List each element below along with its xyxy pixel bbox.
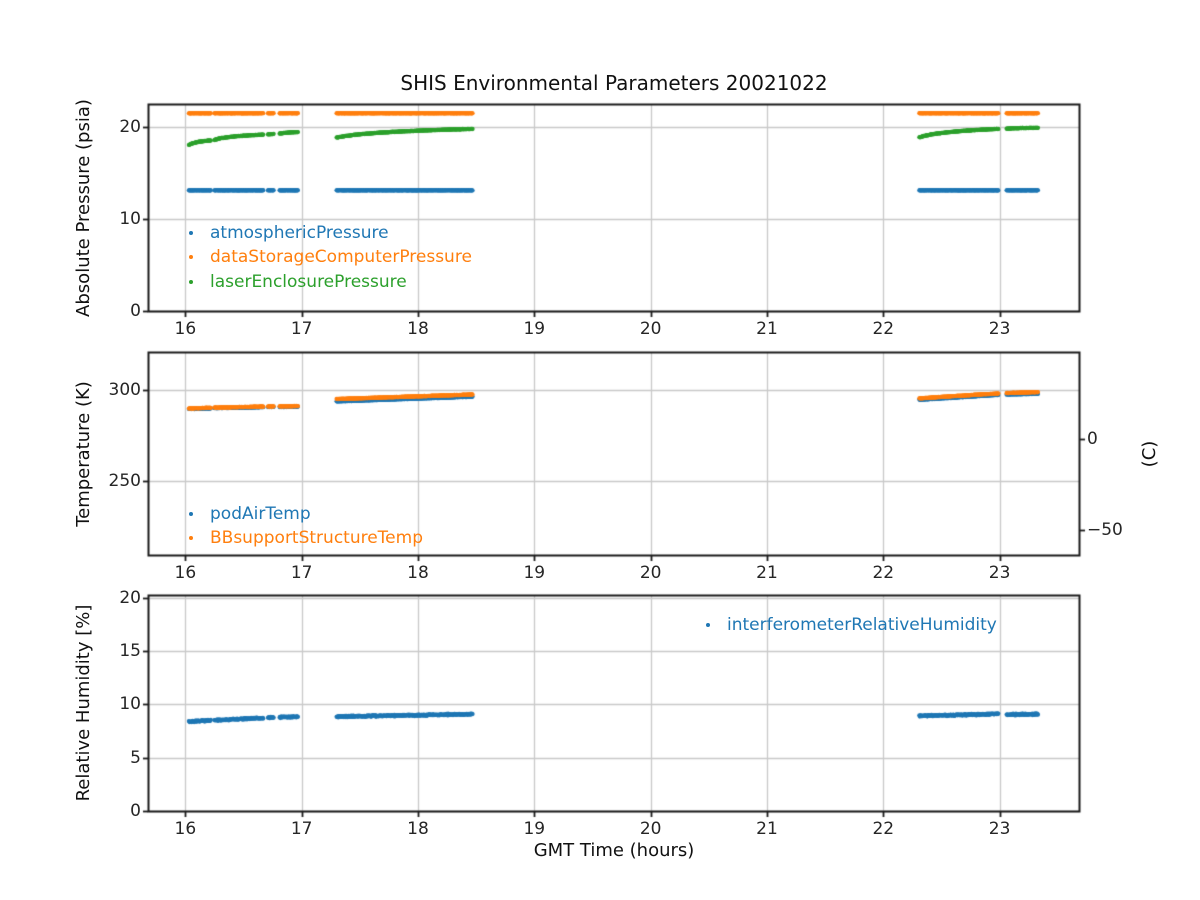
x-tick-label: 17 <box>290 319 313 339</box>
x-tick-label: 21 <box>756 319 778 339</box>
y-tick-label: 0 <box>130 801 141 821</box>
y-tick-label: 15 <box>119 640 141 661</box>
x-tick-label: 18 <box>407 563 429 583</box>
x-tick-label: 23 <box>988 819 1011 839</box>
x-tick-label: 19 <box>523 319 546 339</box>
legend-label: podAirTemp <box>210 504 311 524</box>
legend-label: atmosphericPressure <box>210 223 389 243</box>
figure-title: SHIS Environmental Parameters 20021022 <box>400 71 828 95</box>
right-axis-label-celsius: (C) <box>1139 440 1160 468</box>
legend-marker-icon <box>189 536 193 540</box>
legend-item: interferometerRelativeHumidity <box>706 614 997 636</box>
x-tick-label: 16 <box>174 319 197 339</box>
y-tick-label: 20 <box>119 587 141 608</box>
legend-marker-icon <box>189 280 193 284</box>
x-tick-label: 19 <box>523 563 546 583</box>
legend-label: dataStorageComputerPressure <box>210 247 472 267</box>
x-tick-label: 16 <box>174 563 197 583</box>
x-tick-label: 22 <box>872 563 895 583</box>
legend-item: laserEnclosurePressure <box>189 271 407 293</box>
legend-label: laserEnclosurePressure <box>210 272 407 292</box>
x-tick-label: 18 <box>407 819 429 839</box>
legend-marker-icon <box>706 623 710 627</box>
right-tick-label: 0 <box>1087 429 1098 450</box>
x-tick-label: 21 <box>756 819 778 839</box>
x-tick-label: 20 <box>639 563 662 583</box>
legend-marker-icon <box>189 231 193 235</box>
y-tick-label: 5 <box>130 747 141 768</box>
legend-label: BBsupportStructureTemp <box>210 528 423 548</box>
x-tick-label: 19 <box>523 819 546 839</box>
legend-item: atmosphericPressure <box>189 222 389 244</box>
x-tick-label: 22 <box>872 319 895 339</box>
x-axis-label: GMT Time (hours) <box>533 840 695 861</box>
legend-item: podAirTemp <box>189 503 311 525</box>
x-tick-label: 17 <box>290 819 313 839</box>
y-tick-label: 300 <box>108 380 141 401</box>
legend-marker-icon <box>189 255 193 259</box>
x-tick-label: 18 <box>407 319 429 339</box>
y-tick-label: 10 <box>119 694 141 715</box>
x-tick-label: 21 <box>756 563 778 583</box>
y-tick-label: 10 <box>119 209 141 230</box>
x-tick-label: 17 <box>290 563 313 583</box>
x-tick-label: 22 <box>872 819 895 839</box>
x-tick-label: 20 <box>639 819 662 839</box>
x-tick-label: 16 <box>174 819 197 839</box>
y-tick-label: 0 <box>130 301 141 321</box>
legend-label: interferometerRelativeHumidity <box>727 615 997 635</box>
x-tick-label: 20 <box>639 319 662 339</box>
x-tick-label: 23 <box>988 563 1011 583</box>
right-tick-label: −50 <box>1087 520 1123 541</box>
legend-item: dataStorageComputerPressure <box>189 246 472 268</box>
x-tick-label: 23 <box>988 319 1011 339</box>
legend-item: BBsupportStructureTemp <box>189 527 423 549</box>
y-tick-label: 250 <box>108 471 141 492</box>
legend-marker-icon <box>189 512 193 516</box>
y-tick-label: 20 <box>119 117 141 138</box>
